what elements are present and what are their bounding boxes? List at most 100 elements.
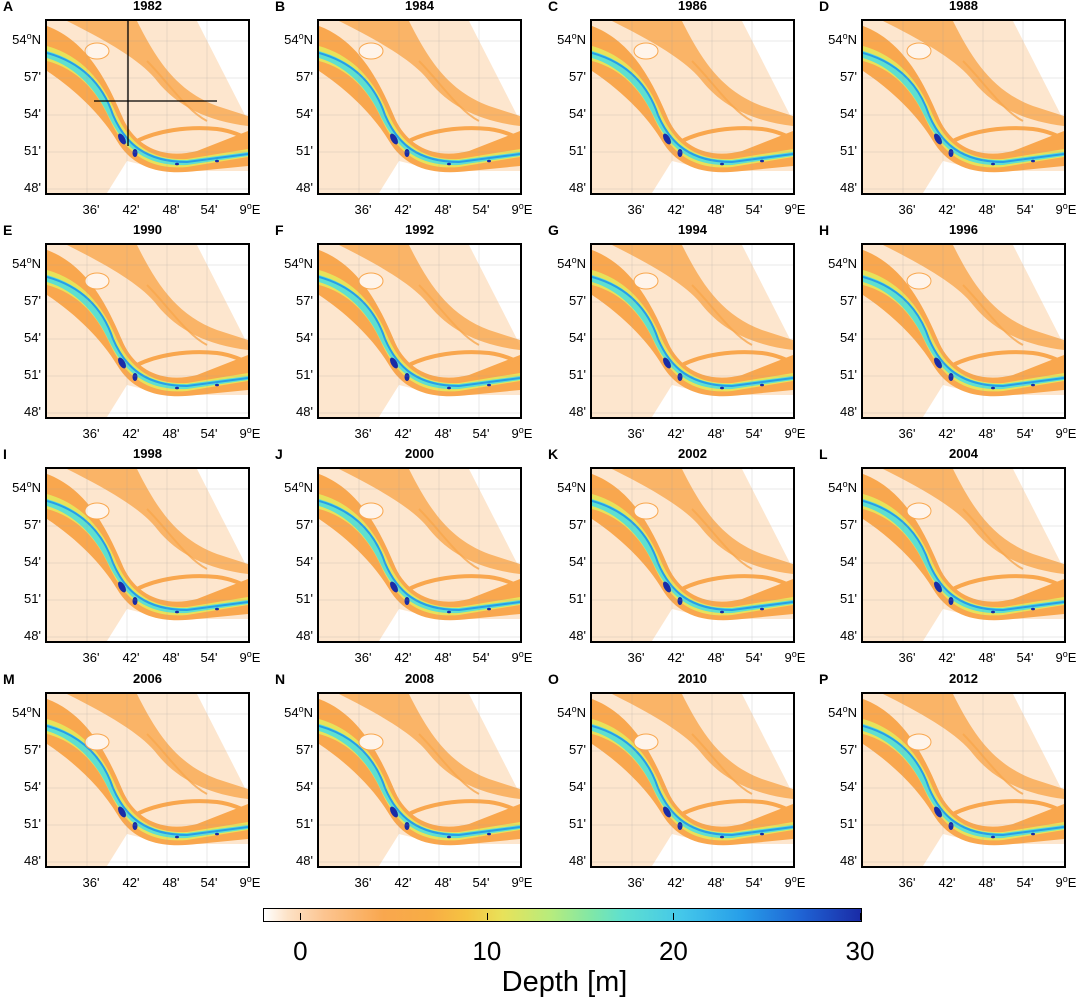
colorbar-tick-mark <box>300 913 302 920</box>
lat-tick-label: 54' <box>24 554 41 569</box>
panel-year: 2006 <box>133 671 162 686</box>
lat-tick-label: 48' <box>840 853 857 868</box>
bathymetry-map <box>317 692 522 868</box>
lon-tick-label: 9oE <box>1055 425 1077 441</box>
lon-tick-label: 54' <box>745 426 763 441</box>
panel-year: 2004 <box>949 446 978 461</box>
bathymetry-map <box>590 692 795 868</box>
lat-tick-label: 51' <box>569 816 586 831</box>
lon-tick-label: 42' <box>122 426 140 441</box>
lat-tick-label: 54oN <box>828 255 857 271</box>
panel-label: M <box>3 671 15 687</box>
lon-tick-label: 9oE <box>239 874 261 890</box>
lat-tick-label: 54' <box>24 106 41 121</box>
lon-tick-label: 54' <box>200 875 218 890</box>
bathymetry-map <box>861 243 1066 419</box>
panel-year: 2002 <box>678 446 707 461</box>
map-panel-i: I 1998 54oN 57' 54' 51' 48' 36' 42' 48' 54' 9oE <box>0 446 270 670</box>
panel-label: N <box>275 671 286 687</box>
lat-tick-label: 54oN <box>557 479 586 495</box>
lat-tick-label: 57' <box>569 742 586 757</box>
lat-tick-label: 48' <box>840 404 857 419</box>
lon-tick-label: 36' <box>82 875 100 890</box>
lat-tick-label: 54' <box>24 779 41 794</box>
lat-tick-label: 48' <box>24 853 41 868</box>
colorbar-tick-label: 0 <box>293 936 308 966</box>
panel-label: L <box>819 446 828 462</box>
lon-tick-label: 9oE <box>239 201 261 217</box>
lon-tick-label: 36' <box>82 426 100 441</box>
panel-label: B <box>275 0 286 14</box>
colorbar-tick-label: 30 <box>845 936 875 966</box>
panel-label: D <box>819 0 830 14</box>
lon-tick-label: 36' <box>898 426 916 441</box>
colorbar-tick-label: 10 <box>472 936 502 966</box>
panel-year: 1982 <box>133 0 162 13</box>
lon-tick-label: 48' <box>707 426 725 441</box>
lat-tick-label: 48' <box>24 180 41 195</box>
lat-tick-label: 54' <box>569 106 586 121</box>
lon-tick-label: 42' <box>394 875 412 890</box>
lat-tick-label: 54' <box>24 330 41 345</box>
lon-tick-label: 48' <box>162 426 180 441</box>
map-panel-n: N 2008 54oN 57' 54' 51' 48' 36' 42' 48' 54' 9oE <box>272 671 542 895</box>
lat-tick-label: 51' <box>840 591 857 606</box>
lat-tick-label: 48' <box>24 404 41 419</box>
lon-tick-label: 36' <box>82 650 100 665</box>
lon-tick-label: 36' <box>627 875 645 890</box>
lon-tick-label: 9oE <box>1055 649 1077 665</box>
map-panel-m: M 2006 54oN 57' 54' 51' 48' 36' 42' 48' 54' 9oE <box>0 671 270 895</box>
bathymetry-map <box>45 692 250 868</box>
lat-tick-label: 48' <box>569 853 586 868</box>
lat-tick-label: 57' <box>569 517 586 532</box>
lat-tick-label: 54' <box>569 779 586 794</box>
lon-tick-label: 9oE <box>784 649 806 665</box>
lat-tick-label: 54' <box>569 554 586 569</box>
bathymetry-map <box>861 19 1066 195</box>
lat-tick-label: 54oN <box>284 479 313 495</box>
panel-year: 2010 <box>678 671 707 686</box>
lon-tick-label: 48' <box>162 650 180 665</box>
colorbar-tick-mark <box>860 913 861 920</box>
lat-tick-label: 57' <box>296 293 313 308</box>
panel-label: H <box>819 222 830 238</box>
lon-tick-label: 9oE <box>784 425 806 441</box>
lat-tick-label: 51' <box>840 367 857 382</box>
lat-tick-label: 51' <box>296 816 313 831</box>
lon-tick-label: 9oE <box>511 425 533 441</box>
lon-tick-label: 42' <box>394 426 412 441</box>
bathymetry-map <box>590 19 795 195</box>
bathymetry-map <box>861 692 1066 868</box>
lon-tick-label: 48' <box>707 650 725 665</box>
lat-tick-label: 54oN <box>828 479 857 495</box>
lat-tick-label: 54' <box>296 554 313 569</box>
lon-tick-label: 54' <box>745 202 763 217</box>
bathymetry-map <box>861 467 1066 643</box>
lon-tick-label: 42' <box>667 426 685 441</box>
lon-tick-label: 48' <box>434 426 452 441</box>
lat-tick-label: 51' <box>296 367 313 382</box>
lon-tick-label: 48' <box>978 875 996 890</box>
lon-tick-label: 54' <box>200 650 218 665</box>
lat-tick-label: 51' <box>296 143 313 158</box>
bathymetry-map <box>45 467 250 643</box>
bathymetry-map <box>45 19 250 195</box>
lon-tick-label: 9oE <box>511 201 533 217</box>
lon-tick-label: 54' <box>745 650 763 665</box>
lon-tick-label: 36' <box>354 650 372 665</box>
colorbar-tick-label: 20 <box>658 936 688 966</box>
lon-tick-label: 42' <box>938 875 956 890</box>
panel-label: F <box>275 222 284 238</box>
map-panel-d: D 1988 54oN 57' 54' 51' 48' 36' 42' 48' 54' 9oE <box>816 0 1084 222</box>
lat-tick-label: 54oN <box>557 255 586 271</box>
bathymetry-map <box>317 467 522 643</box>
lat-tick-label: 54oN <box>828 31 857 47</box>
map-panel-b: B 1984 54oN 57' 54' 51' 48' 36' 42' 48' 54' 9oE <box>272 0 542 222</box>
lat-tick-label: 54' <box>569 330 586 345</box>
lon-tick-label: 36' <box>627 426 645 441</box>
lon-tick-label: 36' <box>82 202 100 217</box>
lat-tick-label: 54' <box>840 554 857 569</box>
lat-tick-label: 48' <box>296 628 313 643</box>
colorbar-label: Depth [m] <box>501 966 628 998</box>
lat-tick-label: 54' <box>840 106 857 121</box>
